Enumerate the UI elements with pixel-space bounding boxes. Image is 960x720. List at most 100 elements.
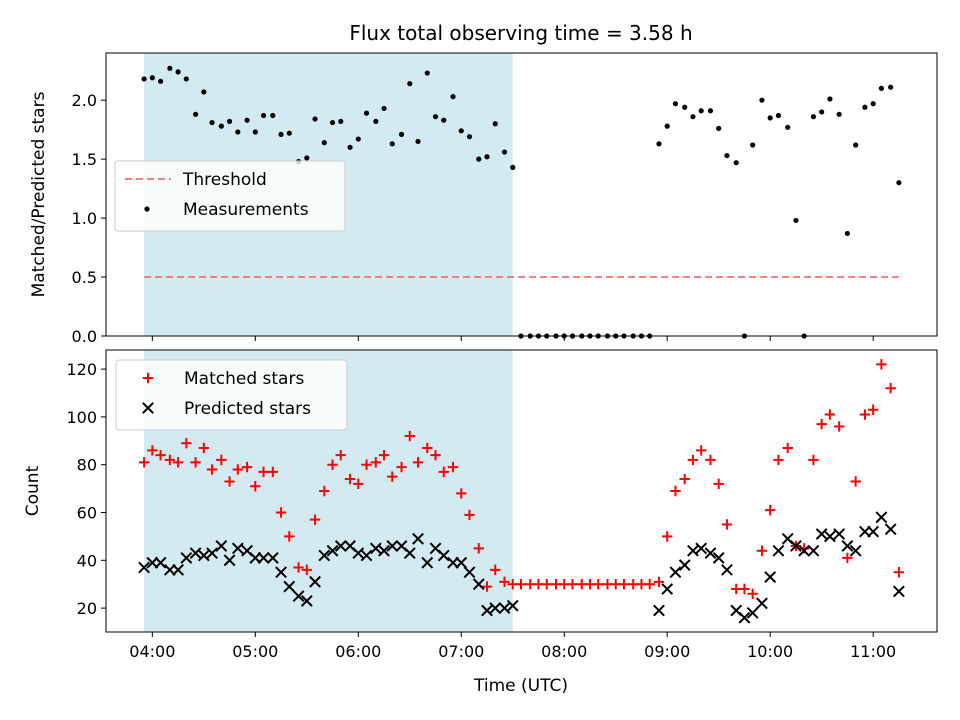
data-point [824,409,836,420]
data-point [498,602,511,615]
data-point [764,504,776,516]
data-point [669,566,682,579]
data-point [450,94,456,100]
data-point [644,579,655,590]
data-point [344,473,356,485]
data-point [175,69,181,75]
data-point [704,547,717,560]
data-point [266,552,279,564]
data-point [653,576,665,588]
data-point [455,556,468,569]
data-point [257,552,270,564]
data-point [705,454,716,466]
top-panel: 0.0 0.5 1.0 1.5 2.0 Matched/Predicted stars Th… [29,52,938,346]
y-tick-label: 0.0 [72,327,97,346]
data-point [198,442,210,454]
y-tick-label: 60 [77,504,97,523]
data-point [466,134,473,140]
data-point [678,559,691,571]
data-point [492,121,498,127]
data-point [223,554,236,567]
data-point [682,104,688,110]
data-point [515,579,527,590]
data-point [893,567,905,578]
data-point [370,457,381,468]
data-point [373,118,379,124]
bottom-series-1 [138,511,905,624]
data-point [506,599,519,612]
data-point [853,142,859,148]
legend-marker [144,206,150,212]
data-point [250,481,261,492]
data-point [750,142,756,148]
data-point [275,566,287,579]
y-tick-label: 1.5 [72,150,97,169]
x-tick-label: 04:00 [129,642,175,661]
data-point [252,129,258,135]
data-point [309,514,321,525]
data-point [842,552,853,564]
data-point [541,579,552,590]
data-point [147,445,158,456]
y-tick-label: 120 [66,360,97,379]
data-point [870,101,876,107]
data-point [278,131,284,137]
data-point [138,457,150,468]
data-point [232,464,244,475]
x-tick-label: 06:00 [335,642,381,661]
data-point [464,509,475,521]
data-point [481,604,493,617]
data-point [841,540,854,552]
data-point [258,466,269,478]
data-point [334,540,347,552]
data-point [412,532,424,545]
data-point [387,471,398,482]
data-point [438,466,449,478]
x-tick-label: 08:00 [541,642,587,661]
data-point [447,461,459,473]
y-tick-label: 40 [77,551,97,570]
data-point [398,131,405,137]
data-point [759,97,765,103]
data-point [827,96,833,102]
data-point [235,129,241,135]
data-point [798,544,811,557]
bottom-axes-frame [105,349,938,633]
x-tick-label: 09:00 [644,642,690,661]
data-point [756,545,768,556]
data-point [859,409,871,420]
y-tick-label: 20 [77,599,97,618]
data-point [309,575,321,588]
data-point [241,461,253,473]
data-point [672,101,679,107]
data-point [172,563,184,576]
legend-entry: Predicted stars [142,399,311,419]
x-tick-label: 05:00 [232,642,278,661]
data-point [293,562,304,573]
data-point [456,488,467,499]
data-point [335,449,346,461]
data-point [875,511,888,524]
data-point [430,449,441,461]
data-point [424,70,430,76]
data-point [378,449,390,461]
data-point [844,230,851,237]
top-data [141,65,902,339]
data-point [698,108,704,114]
data-point [790,540,802,552]
data-point [437,549,450,562]
x-tick-label: 11:00 [850,642,896,661]
data-point [189,547,202,560]
data-point [484,154,490,160]
data-point [772,544,785,557]
data-point [618,579,630,590]
data-point [363,110,370,116]
data-point [216,454,227,466]
data-point [885,383,896,394]
bottom-series-0 [138,359,905,599]
data-point [224,476,235,487]
data-point [167,65,173,71]
data-point [327,459,338,470]
data-point [567,579,578,590]
data-point [141,76,147,82]
